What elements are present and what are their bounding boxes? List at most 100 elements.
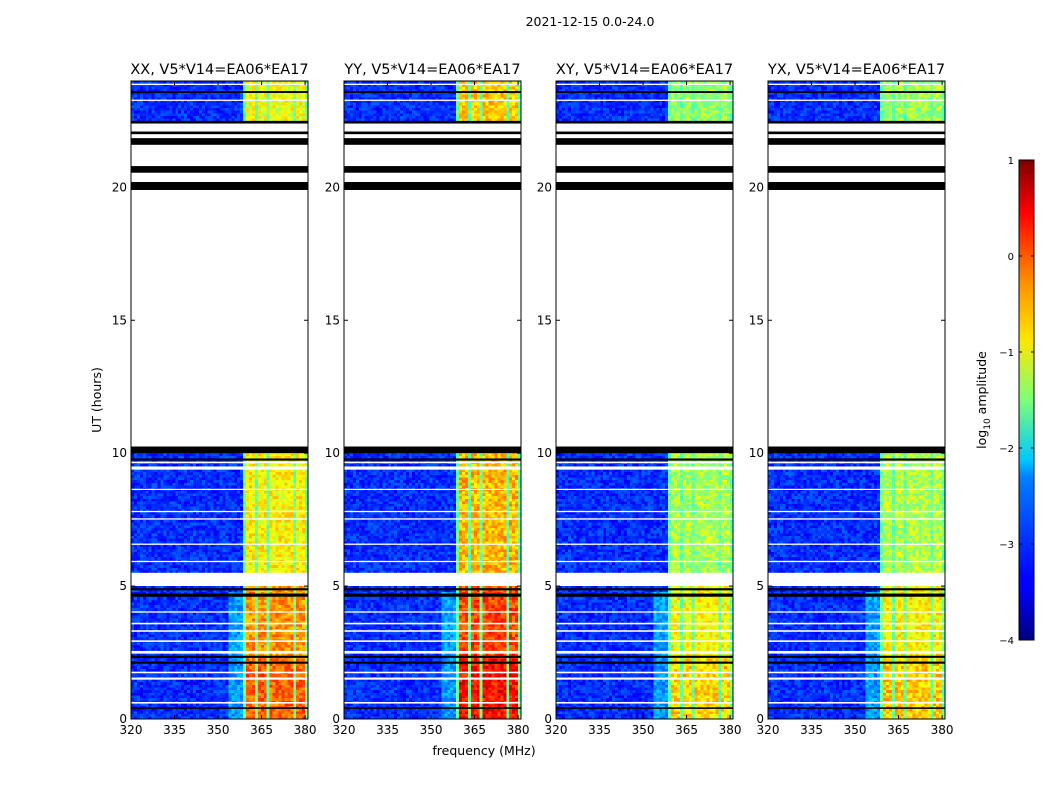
heatmap-cell	[166, 692, 169, 695]
heatmap-cell	[181, 698, 184, 701]
heatmap-cell	[202, 666, 205, 669]
heatmap-cell	[281, 714, 284, 717]
heatmap-cell	[181, 687, 184, 690]
heatmap-cell	[184, 687, 187, 690]
heatmap-cell	[276, 682, 279, 685]
heatmap-cell	[172, 682, 175, 685]
heatmap-cell	[169, 645, 172, 648]
heatmap-cell	[205, 668, 208, 671]
heatmap-cell	[246, 714, 249, 717]
heatmap-cell	[264, 698, 267, 701]
heatmap-cell	[240, 690, 243, 693]
heatmap-cell	[225, 684, 228, 687]
heatmap-cell	[231, 684, 234, 687]
heatmap-cell	[279, 674, 282, 677]
heatmap-cell	[178, 698, 181, 701]
heatmap-cell	[302, 682, 305, 685]
heatmap-cell	[299, 658, 302, 661]
heatmap-cell	[290, 668, 293, 671]
heatmap-cell	[284, 684, 287, 687]
heatmap-cell	[296, 674, 299, 677]
heatmap-cell	[267, 698, 270, 701]
heatmap-cell	[302, 684, 305, 687]
heatmap-cell	[175, 645, 178, 648]
heatmap-cell	[163, 711, 166, 714]
heatmap-cell	[252, 674, 255, 677]
heatmap-cell	[270, 711, 273, 714]
heatmap-cell	[166, 666, 169, 669]
heatmap-cell	[214, 692, 217, 695]
heatmap-cell	[137, 687, 140, 690]
heatmap-cell	[290, 687, 293, 690]
heatmap-cell	[276, 711, 279, 714]
heatmap-cell	[211, 692, 214, 695]
heatmap-cell	[143, 687, 146, 690]
heatmap-cell	[169, 666, 172, 669]
heatmap-cell	[217, 666, 220, 669]
heatmap-cell	[243, 695, 246, 698]
heatmap-cell	[296, 692, 299, 695]
heatmap-cell	[214, 687, 217, 690]
heatmap-cell	[152, 682, 155, 685]
heatmap-cell	[205, 684, 208, 687]
heatmap-cell	[276, 687, 279, 690]
heatmap-cell	[169, 684, 172, 687]
heatmap-cell	[158, 647, 161, 650]
heatmap-cell	[158, 687, 161, 690]
heatmap-cell	[220, 692, 223, 695]
heatmap-cell	[208, 698, 211, 701]
heatmap-cell	[193, 674, 196, 677]
heatmap-cell	[287, 695, 290, 698]
heatmap-cell	[214, 684, 217, 687]
heatmap-cell	[137, 682, 140, 685]
heatmap-cell	[220, 690, 223, 693]
heatmap-cell	[255, 668, 258, 671]
heatmap-cell	[287, 711, 290, 714]
heatmap-cell	[234, 695, 237, 698]
heatmap-cell	[190, 668, 193, 671]
heatmap-cell	[163, 647, 166, 650]
heatmap-cell	[249, 714, 252, 717]
heatmap-cell	[252, 668, 255, 671]
heatmap-cell	[158, 682, 161, 685]
heatmap-cell	[258, 668, 261, 671]
heatmap-cell	[178, 668, 181, 671]
heatmap-cell	[202, 714, 205, 717]
heatmap-cell	[199, 690, 202, 693]
heatmap-cell	[234, 647, 237, 650]
heatmap-cell	[199, 674, 202, 677]
heatmap-cell	[222, 695, 225, 698]
heatmap-cell	[273, 658, 276, 661]
heatmap-cell	[261, 690, 264, 693]
heatmap-cell	[299, 711, 302, 714]
heatmap-cell	[284, 690, 287, 693]
heatmap-cell	[293, 647, 296, 650]
heatmap-cell	[296, 698, 299, 701]
heatmap-cell	[131, 645, 134, 648]
heatmap-cell	[273, 695, 276, 698]
heatmap-cell	[255, 687, 258, 690]
heatmap-cell	[264, 666, 267, 669]
heatmap-cell	[228, 711, 231, 714]
heatmap-cell	[169, 687, 172, 690]
heatmap-cell	[249, 682, 252, 685]
heatmap-cell	[134, 647, 137, 650]
heatmap-cell	[302, 666, 305, 669]
heatmap-cell	[190, 690, 193, 693]
heatmap-cell	[146, 690, 149, 693]
heatmap-cell	[296, 690, 299, 693]
heatmap-cell	[146, 658, 149, 661]
heatmap-cell	[220, 711, 223, 714]
heatmap-cell	[284, 682, 287, 685]
heatmap-cell	[258, 666, 261, 669]
heatmap-cell	[208, 647, 211, 650]
heatmap-cell	[228, 658, 231, 661]
heatmap-cell	[231, 692, 234, 695]
heatmap-cell	[222, 698, 225, 701]
heatmap-cell	[155, 711, 158, 714]
heatmap-cell	[208, 682, 211, 685]
heatmap-cell	[161, 711, 164, 714]
heatmap-cell	[261, 695, 264, 698]
heatmap-cell	[228, 687, 231, 690]
heatmap-cell	[196, 687, 199, 690]
